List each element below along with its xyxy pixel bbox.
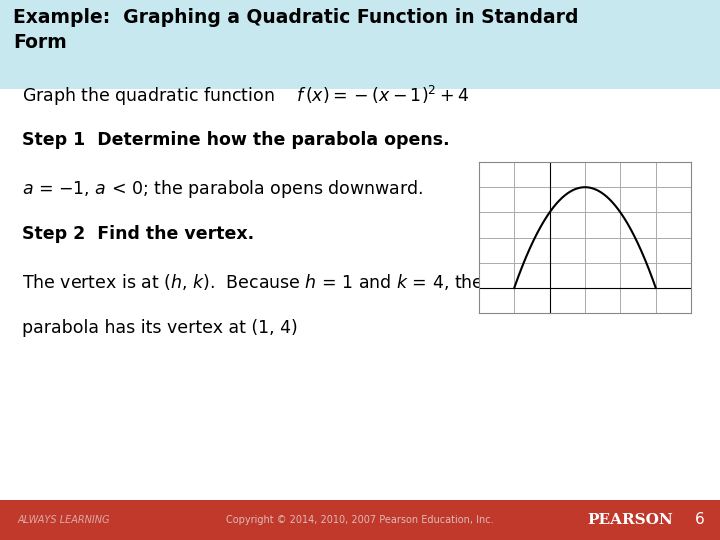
Text: The vertex is at ($h$, $k$).  Because $h$ = 1 and $k$ = 4, the: The vertex is at ($h$, $k$). Because $h$…	[22, 272, 483, 292]
Text: 6: 6	[695, 512, 705, 527]
Text: Step 1  Determine how the parabola opens.: Step 1 Determine how the parabola opens.	[22, 131, 449, 149]
Text: Copyright © 2014, 2010, 2007 Pearson Education, Inc.: Copyright © 2014, 2010, 2007 Pearson Edu…	[226, 515, 494, 525]
Text: $a$ = $-$1, $a$ < 0; the parabola opens downward.: $a$ = $-$1, $a$ < 0; the parabola opens …	[22, 178, 423, 200]
Bar	[0, 0, 720, 89]
Bar	[0, 500, 720, 540]
Text: PEARSON: PEARSON	[587, 513, 672, 526]
Text: ALWAYS LEARNING: ALWAYS LEARNING	[18, 515, 110, 525]
Text: Step 2  Find the vertex.: Step 2 Find the vertex.	[22, 225, 253, 242]
Text: Graph the quadratic function    $\mathit{f}\,(x) = -(x-1)^2 + 4$: Graph the quadratic function $\mathit{f}…	[22, 84, 469, 108]
Text: Example:  Graphing a Quadratic Function in Standard
Form: Example: Graphing a Quadratic Function i…	[13, 8, 578, 52]
Text: parabola has its vertex at (1, 4): parabola has its vertex at (1, 4)	[22, 319, 297, 336]
